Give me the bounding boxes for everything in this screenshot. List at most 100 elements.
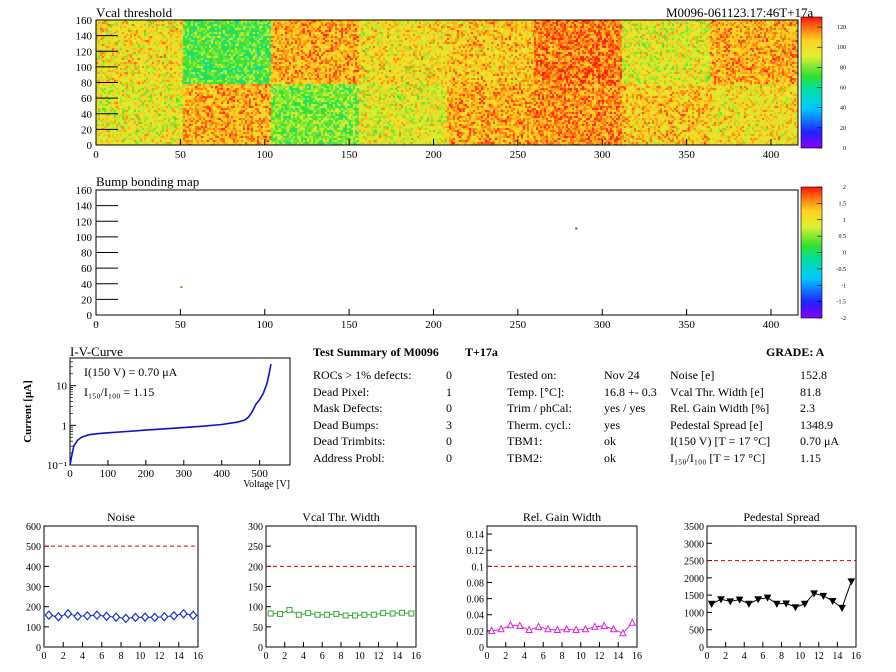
pedestal-xtick-label: 16 — [851, 651, 861, 662]
vcal_width-point — [380, 610, 387, 617]
vcal_map-colorbar — [800, 16, 823, 149]
iv-curve-xtick-label: 0 — [67, 468, 73, 480]
grade-label: GRADE: A — [766, 345, 825, 359]
gain_width-xtick-label: 0 — [485, 651, 490, 662]
noise-point — [121, 613, 131, 624]
summary-value: 1348.9 — [800, 417, 833, 432]
bump_map-xtick-label: 50 — [175, 319, 187, 331]
gain_width-ytick-label: 0 — [479, 643, 484, 654]
vcal_map-xtick-label: 400 — [763, 149, 780, 161]
gain_width-point — [497, 624, 505, 633]
vcal_width-point — [342, 612, 349, 619]
bump_map-ytick-label: 140 — [76, 201, 93, 213]
noise-ytick-label: 600 — [26, 522, 41, 533]
noise-point — [179, 608, 188, 619]
vcal-map-title: Vcal threshold — [96, 5, 173, 20]
vcal_map-colorbar-label: 100 — [837, 45, 846, 51]
vcal_width-point — [361, 611, 368, 618]
vcal_width-ytick-label: 0 — [258, 643, 263, 654]
iv-curve-xlabel: Voltage [V] — [243, 479, 290, 490]
vcal_map-ytick-label: 80 — [81, 78, 93, 90]
bump_map-colorbar-label: -0.5 — [837, 267, 847, 273]
noise-point — [150, 612, 159, 623]
gain_width-point — [591, 622, 599, 630]
iv-curve-ytick-label: 1 — [62, 420, 68, 432]
summary-value: 0 — [446, 434, 452, 449]
vcal_width-point — [267, 610, 274, 617]
noise-point — [54, 611, 63, 622]
summary-label: I(150 V) [T = 17 °C] — [670, 434, 771, 449]
bump_map-colorbar-label: -1.5 — [837, 300, 847, 306]
gain_width-point — [628, 618, 637, 626]
vcal_width-point — [314, 611, 321, 618]
vcal_map-colorbar-label: 40 — [840, 106, 846, 112]
pedestal-plot: Pedestal Spread 0 500 1000 1500 2000 2500 3000 3… — [684, 510, 861, 662]
vcal_map-colorbar-label: 80 — [840, 65, 846, 71]
noise-point — [188, 610, 198, 621]
noise-point — [111, 612, 121, 623]
gain_width-point — [572, 625, 580, 634]
summary-label: Pedestal Spread [e] — [670, 417, 763, 432]
noise-xtick-label: 14 — [174, 651, 184, 662]
iv-curve-ytick-label: 10⁻¹ — [47, 460, 67, 472]
summary-label: Temp. [°C]: — [507, 384, 565, 399]
pedestal-point — [810, 590, 818, 598]
gain_width-ytick-label: 0.14 — [467, 530, 485, 541]
summary-label: Vcal Thr. Width [e] — [670, 384, 764, 399]
gain_width-xtick-label: 16 — [632, 651, 642, 662]
bump_map-ytick-label: 100 — [76, 232, 93, 244]
pedestal-frame — [706, 525, 857, 648]
noise-plot: Noise 0 100 200 300 400 500 600 0 2 4 6 8 10 12 14 16 — [26, 510, 203, 662]
bump_map-colorbar-label: -1 — [841, 283, 846, 289]
gain_width-point — [619, 628, 627, 637]
pedestal-ytick-label: 1000 — [684, 608, 704, 619]
vcal_map-colorbar-label: 0 — [843, 146, 846, 152]
noise-xtick-label: 4 — [80, 651, 85, 662]
bump_map-xtick-label: 250 — [510, 319, 527, 331]
iv-annotation-current: I(150 V) = 0.70 μA — [84, 365, 178, 379]
gain_width-point — [525, 625, 533, 634]
bump_map-colorbar-label: 1 — [843, 218, 846, 224]
vcal_map-xtick-label: 50 — [175, 149, 187, 161]
pedestal-ytick-label: 2000 — [684, 574, 704, 585]
summary-value: 16.8 +- 0.3 — [604, 384, 657, 399]
gain_width-title: Rel. Gain Width — [523, 510, 601, 524]
gain_width-line — [491, 622, 633, 634]
noise-point — [169, 610, 179, 621]
bump_map-ytick-label: 40 — [81, 279, 93, 291]
vcal_width-point — [389, 610, 396, 617]
noise-point — [140, 612, 150, 623]
vcal_map-xtick-label: 150 — [341, 149, 358, 161]
gain_width-point — [534, 622, 543, 630]
summary-value: 3 — [446, 417, 452, 432]
noise-xtick-label: 12 — [155, 651, 165, 662]
summary-label: Mask Defects: — [313, 401, 383, 416]
summary-label: Dead Pixel: — [313, 384, 370, 399]
gain_width-xtick-label: 14 — [613, 651, 623, 662]
summary-label: Tested on: — [507, 368, 557, 382]
gain_width-point — [516, 621, 524, 630]
vcal_map-xtick-label: 200 — [425, 149, 442, 161]
bump_map-ytick-label: 60 — [81, 263, 93, 275]
vcal_map-xtick-label: 0 — [93, 149, 99, 161]
gain_width-point — [562, 624, 571, 633]
pedestal-ytick-label: 3500 — [684, 522, 704, 533]
vcal_width-point — [323, 611, 330, 618]
noise-ytick-label: 0 — [36, 643, 41, 654]
noise-point — [63, 608, 73, 619]
summary-label: Dead Trimbits: — [313, 434, 386, 449]
bump_map-xtick-label: 300 — [594, 319, 611, 331]
noise-point — [73, 611, 82, 622]
vcal_map-xtick-label: 350 — [678, 149, 695, 161]
vcal_width-point — [398, 609, 405, 616]
pedestal-point — [726, 598, 735, 606]
bump_map-colorbar-label: 0 — [843, 251, 846, 257]
summary-value: 0 — [446, 451, 452, 465]
pedestal-point — [800, 600, 809, 608]
vcal_width-ytick-label: 150 — [248, 583, 263, 594]
gain_width-ytick-label: 0.06 — [467, 595, 485, 606]
gain_width-point — [553, 625, 562, 634]
